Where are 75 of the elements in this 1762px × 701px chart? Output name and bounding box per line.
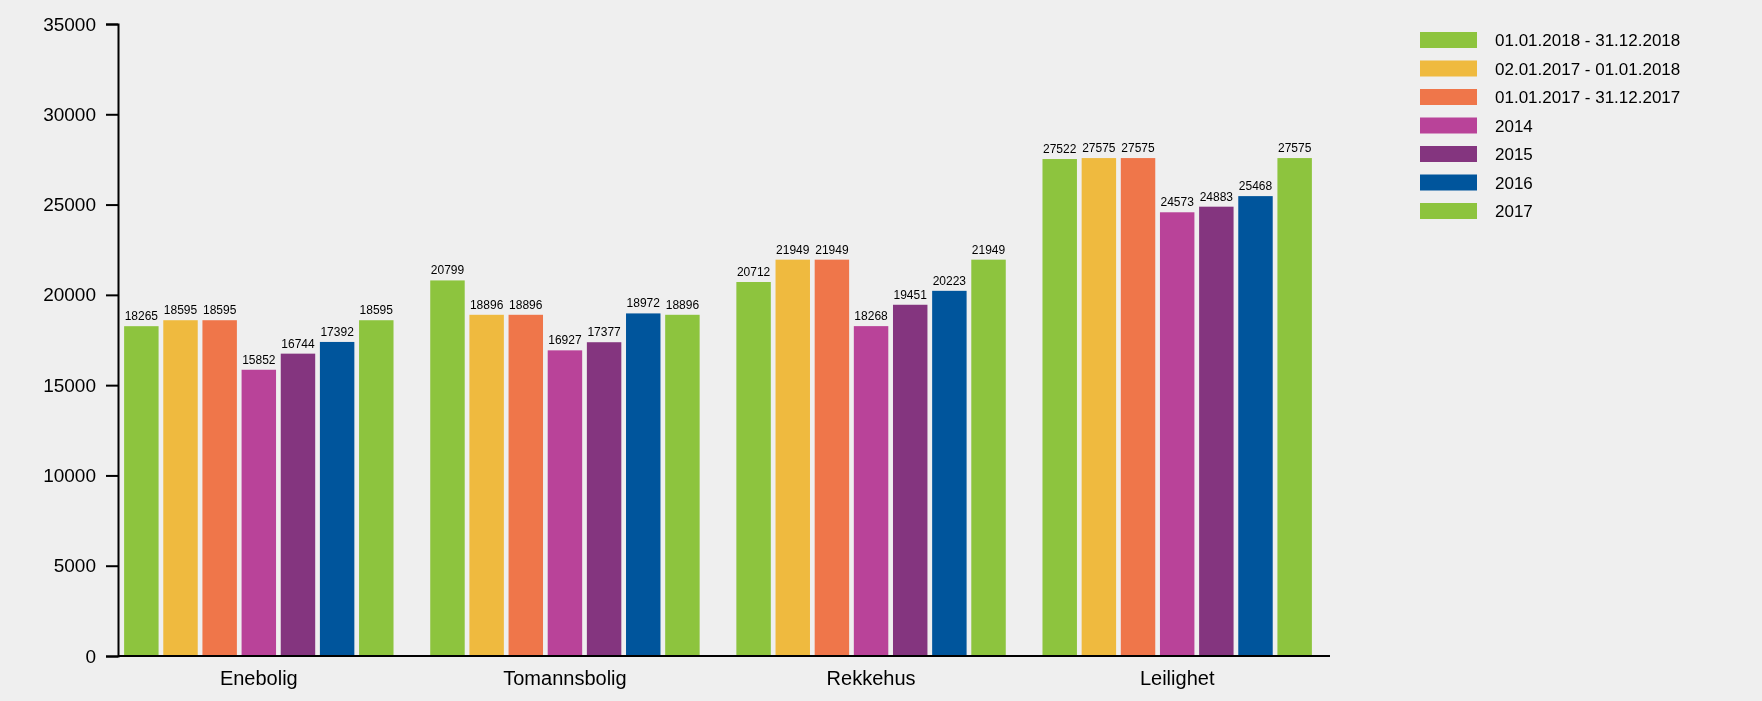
data-label: 24883 [1199,189,1234,204]
legend-label: 01.01.2018 - 31.12.2018 [1495,31,1681,50]
data-label: 27575 [1121,141,1156,156]
y-tick-label: 5000 [53,555,96,577]
bar [814,259,850,656]
data-label: 27575 [1277,141,1312,156]
y-tick-label: 20000 [43,284,96,306]
bar [971,259,1006,656]
bar [1159,212,1195,656]
data-label: 25468 [1238,179,1273,194]
bar [775,259,810,656]
bar [469,314,504,656]
bar [932,290,967,656]
y-tick-label: 15000 [43,374,96,396]
data-label: 16744 [281,336,315,351]
bar [163,320,198,656]
legend-label: 2014 [1495,116,1533,136]
data-label: 16927 [548,333,582,348]
legend-label: 02.01.2017 - 01.01.2018 [1495,59,1681,79]
bar [124,326,159,656]
bar [359,320,394,656]
data-label: 18896 [509,297,543,312]
bar [736,282,771,656]
bar [280,353,316,656]
data-label: 24573 [1160,195,1195,210]
bar [892,304,928,656]
data-label: 20223 [932,273,967,288]
data-label: 17392 [320,324,355,339]
data-label: 18595 [163,303,198,318]
data-label: 27575 [1082,141,1116,156]
y-tick-label: 30000 [43,103,96,125]
bar [547,350,583,656]
legend-label: 01.01.2017 - 31.12.2017 [1495,88,1681,107]
bar [626,313,661,656]
data-label: 18972 [626,296,661,311]
y-tick-label: 0 [85,645,96,667]
y-tick-label: 25000 [43,194,96,216]
data-label: 17377 [587,325,622,340]
bar [1042,159,1077,656]
data-label: 18896 [469,297,504,312]
bar [508,314,544,656]
x-tick-label: Enebolig [219,667,298,689]
data-label: 21949 [815,242,849,257]
bar [202,320,237,656]
data-label: 18896 [665,297,700,312]
data-label: 18265 [124,309,159,324]
bar [319,341,355,656]
bar [853,326,889,656]
data-label: 19451 [893,287,928,302]
data-label: 18595 [359,303,394,318]
bar [665,314,700,656]
bar [1199,206,1234,656]
y-tick-label: 10000 [43,465,96,487]
bar [1277,158,1312,656]
data-label: 18268 [854,309,889,324]
data-label: 27522 [1043,142,1077,157]
bar [1081,158,1117,656]
bar [241,369,277,656]
x-tick-label: Rekkehus [826,667,916,689]
y-tick-label: 35000 [43,13,96,35]
data-label: 15852 [242,352,276,367]
data-label: 21949 [971,242,1006,257]
x-tick-label: Leilighet [1139,667,1215,689]
data-label: 21949 [776,242,810,257]
legend-label: 2015 [1495,145,1533,164]
legend-label: 2016 [1495,173,1533,193]
x-tick-label: Tomannsbolig [503,667,627,689]
bar [1238,196,1273,656]
data-label: 18595 [202,303,237,318]
bar [586,342,622,656]
legend-label: 2017 [1495,202,1533,221]
data-label: 20712 [736,265,771,279]
bar [1120,158,1156,656]
bar [430,280,465,656]
data-label: 20799 [430,263,465,278]
